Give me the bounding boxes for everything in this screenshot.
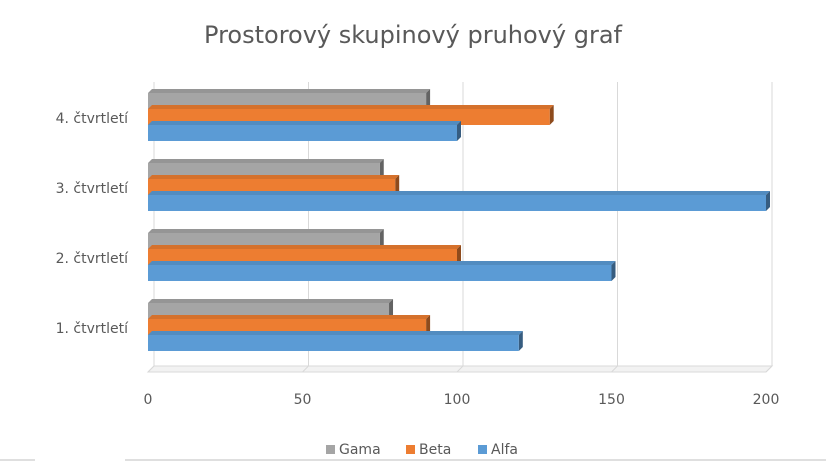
bar-side: [426, 315, 431, 335]
bar: [148, 335, 519, 351]
floor-line: [147, 365, 155, 373]
floor-line: [456, 365, 464, 373]
legend-swatch: [478, 445, 487, 454]
y-tick-label: 3. čtvrtletí: [56, 181, 130, 197]
floor-line: [611, 365, 618, 373]
bar-top: [148, 229, 384, 233]
bar-top: [148, 175, 400, 179]
y-tick-label: 4. čtvrtletí: [56, 111, 130, 127]
floor-line: [302, 365, 309, 373]
x-tick-label: 150: [598, 392, 625, 408]
bar-side: [389, 299, 394, 319]
bar-top: [148, 261, 616, 265]
y-tick-label: 2. čtvrtletí: [56, 251, 130, 267]
chart-title: Prostorový skupinový pruhový graf: [204, 21, 622, 49]
x-tick-label: 50: [294, 392, 312, 408]
bar-top: [148, 245, 461, 249]
bar-side: [549, 105, 554, 125]
bar: [148, 125, 457, 141]
bar: [148, 265, 612, 281]
floor-line: [765, 365, 773, 373]
x-tick-label: 200: [753, 392, 780, 408]
bar-side: [426, 89, 431, 109]
bar-top: [148, 315, 431, 319]
bar-side: [379, 159, 384, 179]
bar-top: [148, 191, 770, 195]
bar-side: [766, 191, 770, 211]
bar-side: [611, 261, 616, 281]
legend-label: Beta: [419, 442, 451, 458]
bar-side: [518, 331, 523, 351]
bar-top: [148, 331, 523, 335]
bar-side: [395, 175, 400, 195]
legend-label: Alfa: [491, 442, 518, 458]
x-tick-label: 100: [444, 392, 471, 408]
bar-top: [148, 159, 384, 163]
legend-swatch: [326, 445, 335, 454]
bar-top: [148, 89, 431, 93]
legend-swatch: [406, 445, 415, 454]
bar-top: [148, 121, 461, 125]
legend-label: Gama: [339, 442, 381, 458]
y-tick-label: 1. čtvrtletí: [56, 321, 130, 337]
bar-side: [379, 229, 384, 249]
bar-top: [148, 299, 394, 303]
x-tick-label: 0: [144, 392, 153, 408]
bar-side: [457, 245, 461, 265]
bar-top: [148, 105, 554, 109]
bar: [148, 195, 766, 211]
bar-side: [457, 121, 461, 141]
